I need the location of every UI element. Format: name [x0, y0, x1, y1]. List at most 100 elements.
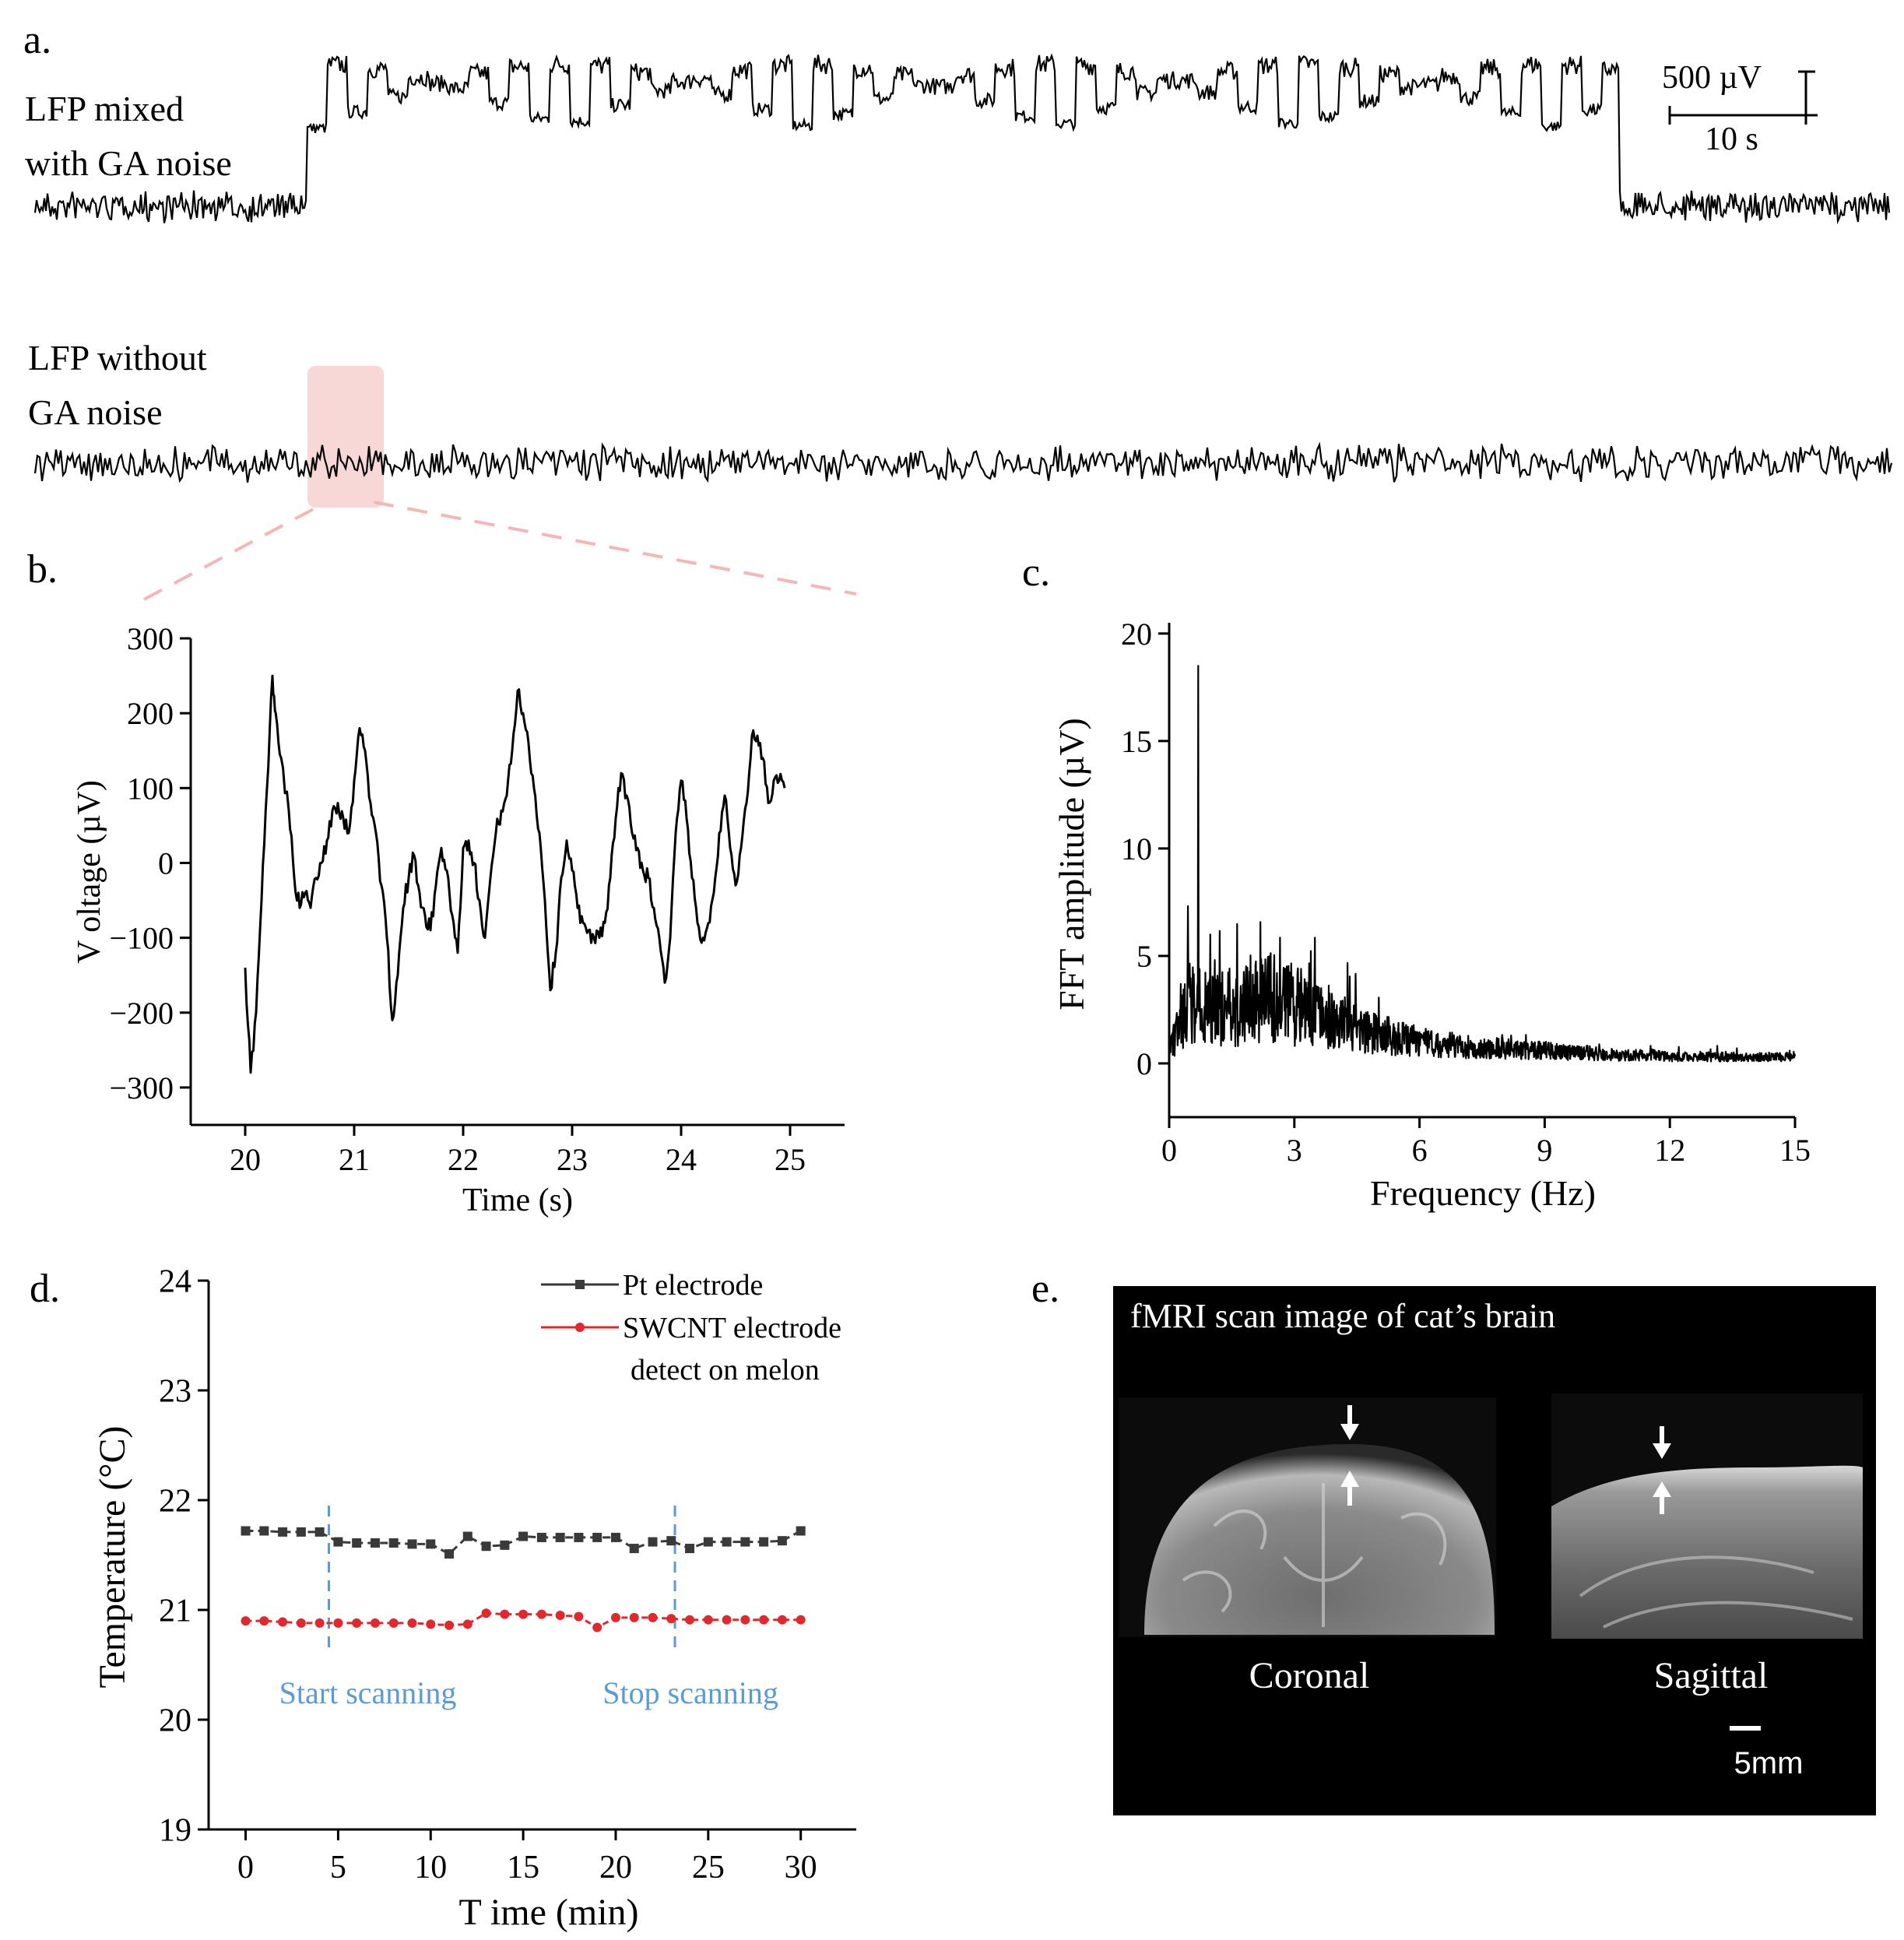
d-pt-point	[759, 1537, 769, 1547]
d-pt-point	[296, 1527, 306, 1537]
d-pt-point	[574, 1532, 584, 1542]
d-pt-point	[703, 1537, 713, 1547]
d-pt-point	[314, 1527, 325, 1537]
d-swcnt-point	[314, 1618, 325, 1628]
b-y-tick-label: −300	[109, 1070, 174, 1105]
d-swcnt-point	[333, 1618, 343, 1628]
d-pt-point	[555, 1532, 565, 1542]
b-x-axis-label: Time (s)	[462, 1183, 573, 1218]
b-y-tick-label: 300	[127, 621, 174, 656]
d-annotation-label: Stop scanning	[602, 1675, 778, 1710]
d-swcnt-point	[518, 1609, 529, 1619]
d-swcnt-point	[278, 1617, 288, 1627]
panel-b-chart: b. 20 21 22 23 24 25 300 200 100 0 −100 −200 −300 T…	[27, 547, 845, 1218]
b-x-tick-label: 23	[557, 1142, 588, 1177]
c-x-tick-label: 12	[1654, 1133, 1685, 1168]
c-x-tick-label: 3	[1287, 1133, 1302, 1168]
d-annotations: Start scanning Stop scanning	[279, 1506, 778, 1710]
sagittal-arrow-down-head	[1653, 1443, 1671, 1459]
lfp-mixed-trace	[33, 53, 1891, 225]
d-pt-point	[685, 1544, 695, 1554]
d-swcnt-point	[592, 1622, 602, 1632]
b-y-axis-label: V oltage (µV)	[72, 780, 107, 964]
trace2-label-line1: LFP without	[28, 338, 207, 378]
d-swcnt-point	[796, 1615, 806, 1625]
d-swcnt-point	[555, 1611, 565, 1621]
fmri-scale-label: 5mm	[1734, 1746, 1804, 1780]
c-x-ticks: 0 3 6 9 12 15	[1161, 1117, 1811, 1168]
coronal-arrow-down-shaft	[1347, 1405, 1352, 1424]
b-y-tick-label: 100	[127, 771, 174, 806]
sagittal-arrow-up-head	[1653, 1481, 1671, 1497]
b-y-ticks: 300 200 100 0 −100 −200 −300	[109, 621, 191, 1105]
d-swcnt-point	[296, 1618, 306, 1628]
d-swcnt-point	[703, 1615, 713, 1625]
d-x-tick-label: 10	[414, 1850, 447, 1886]
panel-a: a. LFP mixed with GA noise LFP without G…	[23, 18, 1893, 601]
coronal-folds	[1182, 1483, 1447, 1627]
d-annotation-label: Start scanning	[279, 1675, 457, 1710]
d-pt-point	[722, 1537, 732, 1547]
d-x-tick-label: 30	[785, 1850, 817, 1886]
panel-label-e: e.	[1031, 1267, 1059, 1311]
d-series	[241, 1526, 806, 1632]
d-pt-point	[536, 1532, 546, 1542]
d-y-ticks: 19 20 21 22 23 24	[159, 1264, 209, 1849]
legend-swcnt-marker	[575, 1323, 585, 1332]
d-swcnt-point	[685, 1615, 695, 1625]
c-y-tick-label: 5	[1136, 939, 1152, 974]
d-legend: Pt electrode SWCNT electrode detect on m…	[541, 1269, 841, 1386]
d-pt-point	[610, 1532, 620, 1542]
d-swcnt-point	[574, 1611, 584, 1622]
d-swcnt-point	[740, 1615, 750, 1625]
d-swcnt-point	[388, 1618, 399, 1628]
scale-voltage-label: 500 µV	[1662, 60, 1762, 96]
d-y-tick-label: 19	[159, 1813, 191, 1849]
d-pt-point	[518, 1531, 529, 1541]
d-swcnt-point	[777, 1615, 787, 1625]
b-x-tick-label: 21	[339, 1142, 370, 1177]
coronal-arrow-up-shaft	[1347, 1487, 1352, 1506]
d-x-tick-label: 0	[237, 1850, 254, 1886]
fmri-scale-bar	[1730, 1726, 1761, 1731]
c-x-tick-label: 9	[1537, 1133, 1552, 1168]
d-pt-point	[426, 1539, 436, 1549]
c-y-ticks: 0 5 10 15 20	[1121, 617, 1169, 1081]
zoom-line-left	[143, 504, 320, 601]
d-pt-point	[777, 1536, 787, 1546]
d-pt-point	[259, 1526, 269, 1536]
coronal-image	[1119, 1397, 1496, 1637]
d-y-tick-label: 24	[159, 1264, 191, 1300]
d-swcnt-point	[666, 1614, 676, 1624]
d-pt-point	[333, 1537, 343, 1547]
b-y-tick-label: −200	[109, 996, 174, 1031]
b-x-ticks: 20 21 22 23 24 25	[230, 1125, 806, 1177]
legend-note: detect on melon	[631, 1354, 820, 1386]
d-x-axis-label: T ime (min)	[458, 1892, 638, 1933]
legend-pt-label: Pt electrode	[623, 1269, 763, 1302]
d-swcnt-point	[648, 1612, 658, 1622]
b-y-tick-label: −100	[109, 921, 174, 956]
c-y-tick-label: 15	[1121, 724, 1152, 759]
d-swcnt-point	[426, 1619, 436, 1629]
c-fft-series-line	[1168, 665, 1797, 1063]
trace1-label-line2: with GA noise	[25, 143, 232, 183]
d-pt-point	[500, 1540, 510, 1550]
sagittal-label: Sagittal	[1654, 1655, 1769, 1696]
sagittal-arrow-up-shaft	[1660, 1497, 1664, 1514]
d-x-tick-label: 20	[599, 1850, 632, 1886]
d-x-ticks: 0 5 10 15 20 25 30	[237, 1829, 817, 1886]
d-pt-point	[796, 1526, 806, 1536]
c-y-tick-label: 0	[1136, 1046, 1152, 1081]
d-y-tick-label: 21	[159, 1594, 191, 1629]
b-x-tick-label: 24	[666, 1142, 697, 1177]
b-y-tick-label: 0	[158, 845, 174, 880]
d-swcnt-point	[407, 1618, 417, 1628]
d-y-tick-label: 20	[159, 1703, 191, 1739]
sagittal-brain	[1551, 1465, 1863, 1639]
d-swcnt-point	[444, 1620, 455, 1630]
c-x-tick-label: 15	[1779, 1133, 1811, 1168]
d-pt-point	[666, 1536, 676, 1546]
